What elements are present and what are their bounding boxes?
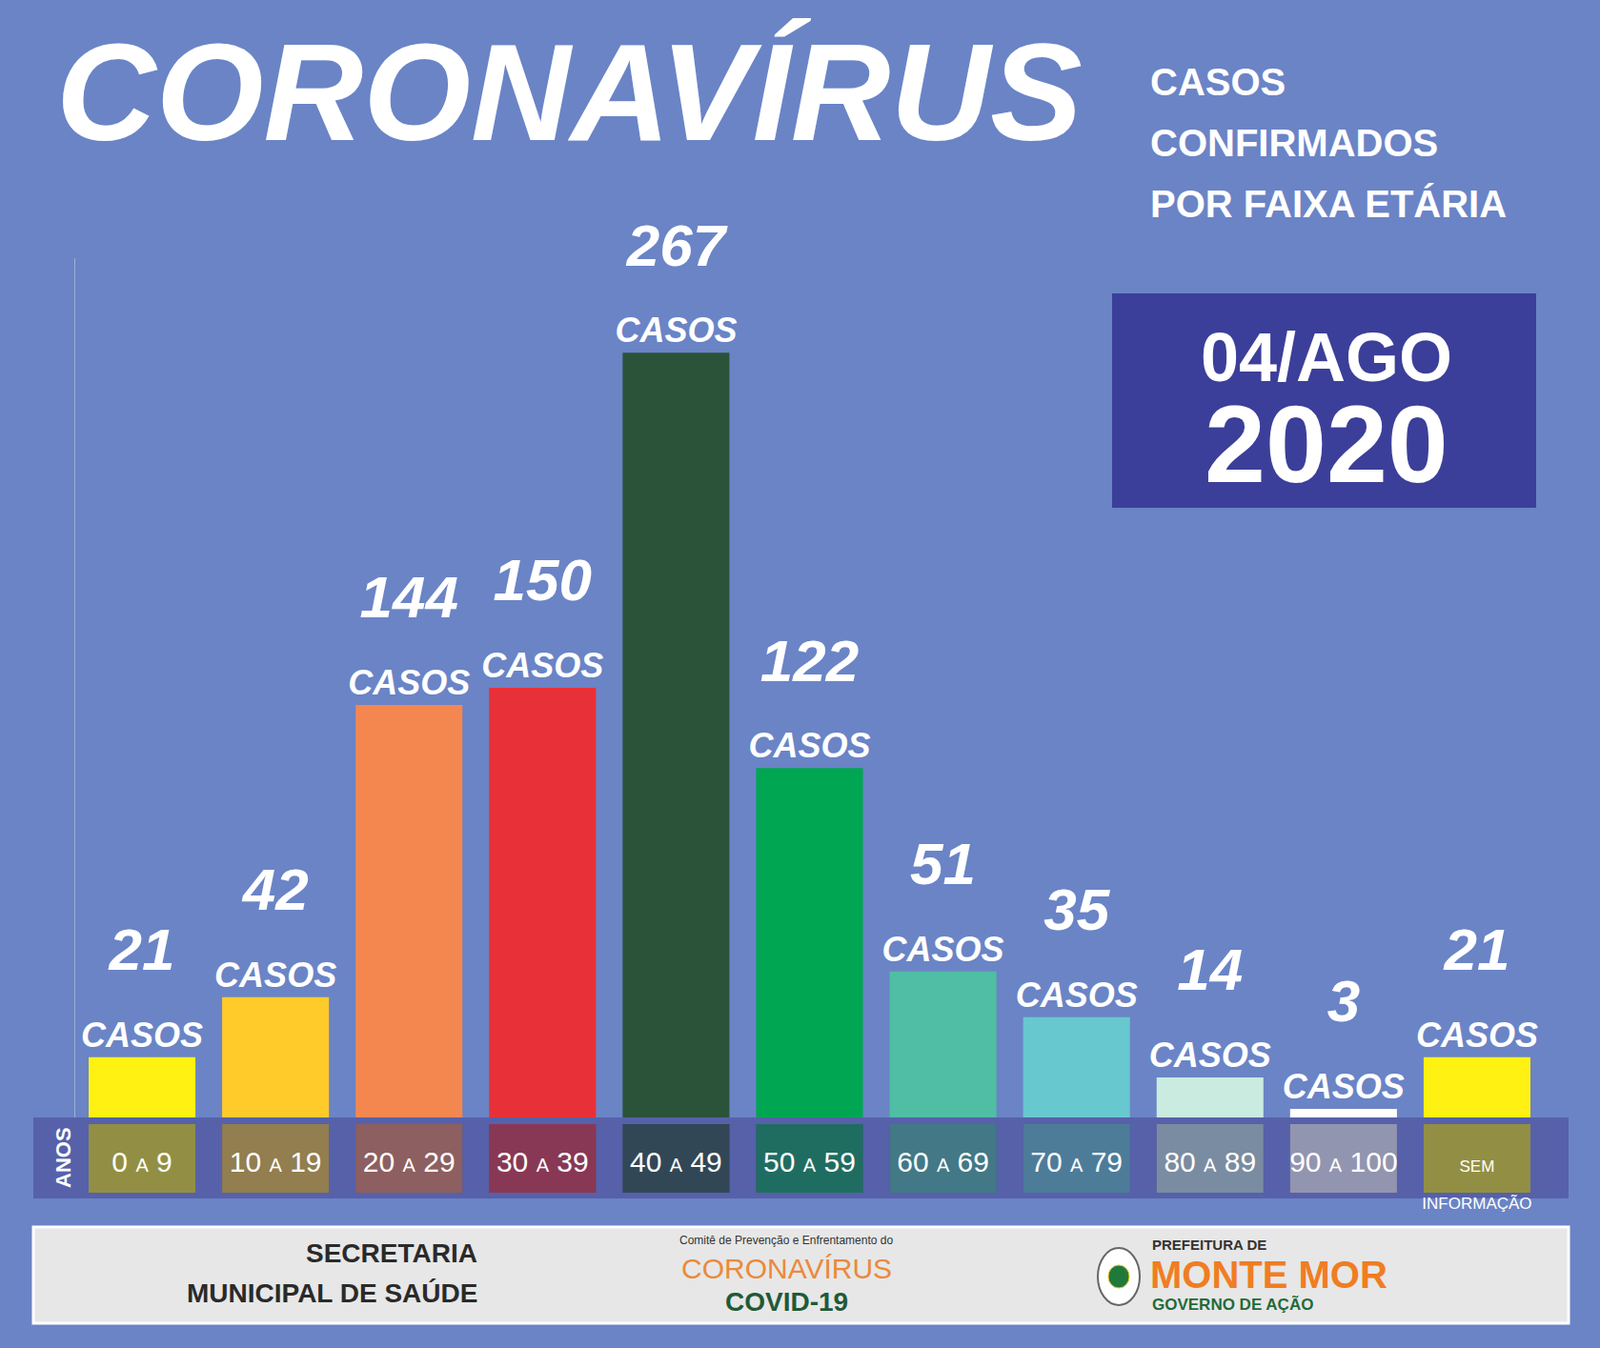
svg-text:60 A 69: 60 A 69 <box>896 1146 990 1178</box>
svg-text:MONTE MOR: MONTE MOR <box>1150 1254 1388 1297</box>
svg-text:267CASOS: 267CASOS <box>614 212 737 351</box>
svg-text:0 A 9: 0 A 9 <box>111 1146 172 1178</box>
svg-text:42CASOS: 42CASOS <box>214 856 337 995</box>
svg-text:PREFEITURA DE: PREFEITURA DE <box>1152 1236 1267 1254</box>
svg-text:35CASOS: 35CASOS <box>1015 876 1138 1015</box>
svg-text:3CASOS: 3CASOS <box>1282 968 1405 1107</box>
svg-text:144CASOS: 144CASOS <box>347 564 470 703</box>
svg-text:SECRETARIA: SECRETARIA <box>305 1238 478 1269</box>
svg-text:51CASOS: 51CASOS <box>882 830 1005 970</box>
svg-text:21CASOS: 21CASOS <box>1416 916 1539 1055</box>
svg-text:80 A 89: 80 A 89 <box>1163 1146 1256 1178</box>
svg-text:20 A 29: 20 A 29 <box>363 1146 456 1178</box>
svg-text:50 A 59: 50 A 59 <box>763 1146 856 1178</box>
svg-text:Comitê de Prevenção e Enfrenta: Comitê de Prevenção e Enfrentamento do <box>679 1234 893 1248</box>
svg-text:150CASOS: 150CASOS <box>481 546 604 686</box>
svg-text:14CASOS: 14CASOS <box>1149 936 1272 1075</box>
svg-text:GOVERNO DE AÇÃO: GOVERNO DE AÇÃO <box>1152 1295 1314 1315</box>
svg-text:ANOS: ANOS <box>51 1127 76 1189</box>
svg-text:04/AGO: 04/AGO <box>1200 319 1453 396</box>
svg-text:SEMINFORMAÇÃO: SEMINFORMAÇÃO <box>1421 1157 1532 1214</box>
svg-text:40 A 49: 40 A 49 <box>629 1146 723 1178</box>
svg-text:21CASOS: 21CASOS <box>81 916 203 1055</box>
svg-text:CORONAVÍRUS: CORONAVÍRUS <box>56 15 1083 170</box>
svg-text:COVID-19: COVID-19 <box>725 1287 849 1317</box>
svg-text:90 A 100: 90 A 100 <box>1289 1146 1398 1178</box>
svg-text:MUNICIPAL DE SAÚDE: MUNICIPAL DE SAÚDE <box>186 1278 478 1309</box>
svg-text:30 A 39: 30 A 39 <box>496 1146 589 1178</box>
svg-text:CASOS: CASOS <box>1150 60 1286 103</box>
svg-text:2020: 2020 <box>1204 383 1449 506</box>
svg-text:70 A 79: 70 A 79 <box>1030 1146 1123 1178</box>
svg-text:CORONAVÍRUS: CORONAVÍRUS <box>681 1253 892 1285</box>
svg-text:10 A 19: 10 A 19 <box>229 1146 323 1178</box>
svg-text:POR FAIXA ETÁRIA: POR FAIXA ETÁRIA <box>1150 182 1507 225</box>
svg-text:122CASOS: 122CASOS <box>748 627 871 767</box>
svg-text:CONFIRMADOS: CONFIRMADOS <box>1150 121 1438 164</box>
